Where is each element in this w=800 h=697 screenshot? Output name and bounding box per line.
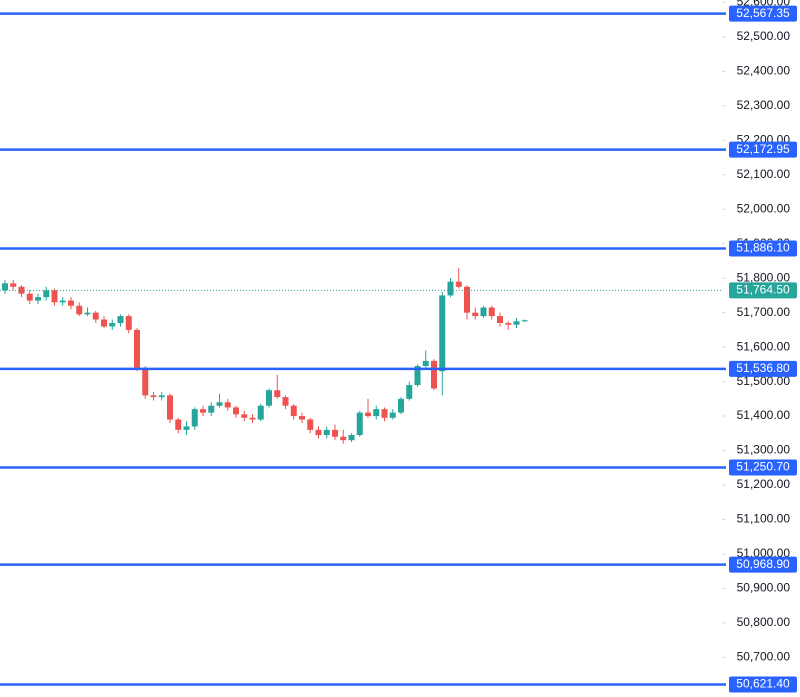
candle-body [521,320,528,322]
candle-body [68,300,74,306]
candle-body [191,409,198,427]
y-tick-label: 51,200.00 [737,477,791,491]
candle-body [134,329,140,368]
candle-body [249,417,256,420]
candle-body [488,307,495,317]
candle-body [398,398,404,413]
last-price-box [729,282,797,299]
level-label: 52,172.95 [736,142,790,156]
candle-body [497,316,503,323]
candle-body [422,360,429,367]
candle-body [216,402,223,406]
candle-body [59,300,66,303]
y-tick-label: 51,700.00 [737,305,791,319]
candle-body [406,385,413,399]
candle-body [389,412,396,418]
candle-body [365,412,371,417]
y-tick-label: 51,400.00 [737,408,791,422]
y-tick-label: 51,300.00 [737,443,791,457]
y-tick-label: 51,100.00 [737,512,791,526]
candle-body [348,435,355,441]
candle-body [233,407,239,415]
candle-body [92,312,99,320]
candle-body [439,295,446,372]
candle-body [109,322,116,327]
candle-body [167,395,173,420]
last-price-label: 51,764.50 [736,283,790,297]
candle-body [241,414,248,418]
candle-body [76,305,83,315]
level-label: 51,886.10 [736,241,790,255]
level-box [729,5,797,22]
y-tick-label: 52,000.00 [737,201,791,215]
candle-body [101,319,107,327]
candle-body [472,312,479,317]
y-tick-label: 50,700.00 [737,650,791,664]
level-label: 50,621.40 [736,677,790,691]
y-tick-label: 51,000.00 [737,546,791,560]
candle-body [455,281,462,287]
candle-body [356,412,363,436]
level-box [729,459,797,476]
candle-body [414,366,421,386]
candle-body [274,390,281,398]
level-label: 52,567.35 [736,6,790,20]
y-tick-label: 51,500.00 [737,374,791,388]
y-tick-label: 52,500.00 [737,29,791,43]
candle-body [175,419,182,430]
candle-body [2,283,8,291]
candle-body [505,322,512,325]
candle-body [513,321,520,325]
candle-body [84,312,91,315]
candle-body [224,402,231,408]
candle-body [480,307,487,317]
y-tick-label: 51,600.00 [737,339,791,353]
candle-body [183,426,190,430]
candle-body [35,297,41,301]
candle-body [200,409,206,413]
level-label: 50,968.90 [736,557,790,571]
y-tick-label: 52,600.00 [737,0,791,9]
candle-body [158,395,165,398]
candle-body [150,395,157,398]
candle-body [340,436,347,441]
candle-body [10,283,17,287]
candle-body [26,293,33,301]
y-tick-label: 52,300.00 [737,98,791,112]
level-box [729,141,797,158]
candle-body [125,316,132,330]
level-box [729,360,797,377]
level-label: 51,250.70 [736,460,790,474]
candle-body [323,429,330,436]
candle-body [290,405,297,417]
candle-body [208,405,215,413]
candle-body [43,290,50,298]
candle-body [117,316,124,323]
candle-body [282,397,289,406]
candle-body [315,429,322,436]
candle-body [142,367,149,396]
candle-body [464,286,470,313]
y-tick-label: 50,800.00 [737,615,791,629]
y-tick-label: 52,100.00 [737,167,791,181]
candle-body [447,281,454,296]
candle-body [257,405,264,420]
y-tick-label: 52,400.00 [737,64,791,78]
candle-body [381,409,388,418]
level-box [729,556,797,573]
candle-body [299,416,305,420]
y-tick-label: 50,900.00 [737,581,791,595]
candle-body [266,390,272,406]
level-label: 51,536.80 [736,361,790,375]
candle-body [51,290,58,303]
y-tick-label: 51,800.00 [737,270,791,284]
candle-body [431,360,437,389]
level-box [729,240,797,257]
candle-body [373,409,380,417]
candle-body [307,419,314,430]
candle-body [332,429,338,437]
level-box [729,676,797,693]
